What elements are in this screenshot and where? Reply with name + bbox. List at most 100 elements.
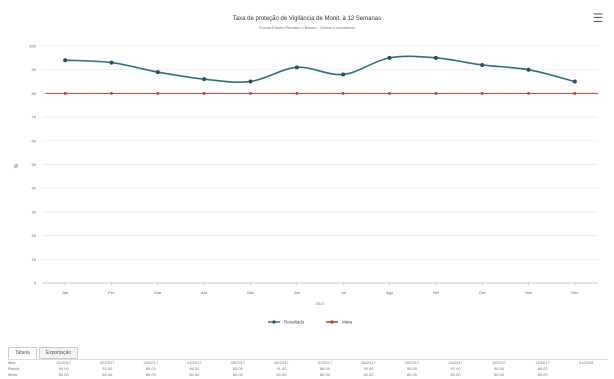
- table-header-cell: 03/2017: [143, 360, 159, 365]
- data-point-meta[interactable]: [295, 92, 299, 95]
- chart-container: Taxa de proteção de Vigilância de Monit.…: [14, 16, 598, 325]
- data-point-resultado[interactable]: [294, 65, 299, 70]
- table-row: Result. 94.00 93.00 89.00 86.00 85.00 91…: [8, 366, 608, 372]
- table-cell: 80.00: [58, 372, 69, 377]
- data-point-meta[interactable]: [480, 92, 484, 95]
- table-row: Meta 80.00 80.00 80.00 80.00 80.00 80.00…: [8, 372, 608, 378]
- legend-label: Meta: [342, 320, 353, 325]
- y-tick-label: 80: [32, 91, 37, 96]
- table-cell: 80.00: [450, 372, 461, 377]
- data-table: Mês 01/2017 02/2017 03/2017 04/2017 05/2…: [8, 359, 608, 378]
- data-point-resultado[interactable]: [433, 55, 438, 60]
- legend-marker[interactable]: [330, 320, 334, 324]
- y-tick-label: 100: [29, 44, 36, 49]
- data-point-resultado[interactable]: [202, 77, 207, 82]
- y-tick-label: 0: [34, 281, 37, 286]
- table-header-cell: 12/2017: [535, 360, 550, 365]
- data-point-resultado[interactable]: [480, 62, 485, 67]
- table-cell: 80.00: [232, 372, 243, 377]
- table-header-cell: Mês: [8, 360, 16, 365]
- x-tick-label: Nov: [525, 290, 532, 295]
- data-point-resultado[interactable]: [526, 67, 531, 72]
- line-chart: Taxa de proteção de Vigilância de Monit.…: [14, 16, 598, 325]
- data-point-resultado[interactable]: [155, 70, 160, 75]
- x-tick-label: Set: [433, 290, 440, 295]
- y-tick-label: 50: [32, 162, 37, 167]
- y-axis-label: %: [14, 163, 20, 168]
- series-line-resultado: [65, 55, 576, 84]
- table-header-cell: 05/2017: [230, 360, 246, 365]
- x-tick-label: Jun: [294, 290, 300, 295]
- table-cell: 85.00: [232, 366, 243, 371]
- x-tick-label: Out: [479, 290, 486, 295]
- data-point-resultado[interactable]: [109, 60, 114, 65]
- table-cell: 80.00: [494, 372, 505, 377]
- data-point-meta[interactable]: [249, 92, 252, 95]
- data-point-meta[interactable]: [202, 92, 206, 95]
- data-point-meta[interactable]: [573, 92, 577, 95]
- table-cell: 85.00: [537, 366, 548, 371]
- table-cell: 80.00: [319, 372, 330, 377]
- data-point-meta[interactable]: [527, 92, 530, 95]
- legend-label: Resultado: [284, 320, 305, 325]
- data-point-meta[interactable]: [110, 92, 113, 95]
- table-header-cell: 01/2018: [578, 360, 594, 365]
- tab-table[interactable]: Tabela: [8, 347, 37, 359]
- hamburger-menu-icon[interactable]: ☰: [592, 11, 604, 25]
- x-tick-label: Mar: [154, 290, 162, 295]
- table-cell: Result.: [8, 366, 21, 371]
- data-point-resultado[interactable]: [387, 55, 392, 60]
- data-point-resultado[interactable]: [341, 72, 346, 77]
- x-tick-label: Abr: [201, 290, 208, 295]
- table-cell: 80.00: [102, 372, 113, 377]
- y-tick-label: 30: [32, 209, 37, 214]
- table-header-cell: 08/2017: [361, 360, 376, 365]
- table-cell: 92.00: [450, 366, 461, 371]
- table-cell: 80.00: [363, 372, 374, 377]
- y-tick-label: 90: [32, 67, 37, 72]
- y-tick-label: 70: [32, 115, 37, 120]
- x-tick-label: Ago: [386, 290, 394, 295]
- table-cell: 80.00: [276, 372, 287, 377]
- y-tick-label: 20: [32, 233, 37, 238]
- data-point-meta[interactable]: [434, 92, 438, 95]
- tab-export[interactable]: Exportação: [38, 347, 79, 359]
- table-cell: 94.00: [58, 366, 69, 371]
- table-cell: [564, 372, 608, 378]
- chart-title: Taxa de proteção de Vigilância de Monit.…: [233, 16, 381, 22]
- table-cell: 80.00: [189, 372, 200, 377]
- data-point-resultado[interactable]: [248, 79, 253, 84]
- x-axis-label: 2017: [316, 301, 326, 306]
- table-header-cell: 01/2017: [56, 360, 71, 365]
- table-header-cell: 06/2017: [274, 360, 289, 365]
- table-cell: 90.00: [494, 366, 505, 371]
- table-cell: 80.00: [537, 372, 548, 377]
- table-cell: 88.00: [319, 366, 330, 371]
- table-header-cell: 11/2017: [491, 360, 507, 365]
- data-point-resultado[interactable]: [572, 79, 577, 84]
- table-cell: 91.00: [276, 366, 287, 371]
- y-tick-label: 10: [32, 257, 37, 262]
- table-header-cell: 10/2017: [448, 360, 463, 365]
- table-cell: 95.00: [407, 366, 418, 371]
- y-tick-label: 60: [32, 138, 37, 143]
- x-tick-label: Jul: [341, 290, 346, 295]
- table-header-cell: 04/2017: [187, 360, 202, 365]
- data-point-resultado[interactable]: [63, 58, 68, 63]
- table-cell: 86.00: [189, 366, 200, 371]
- y-tick-label: 40: [32, 186, 37, 191]
- data-point-meta[interactable]: [341, 92, 345, 95]
- chart-subtitle: Escola Ensino Primário e Básico - Dados …: [259, 25, 355, 30]
- x-tick-label: Jan: [62, 290, 68, 295]
- tab-bar: Tabela Exportação: [8, 347, 79, 359]
- table-cell: 80.00: [407, 372, 418, 377]
- data-point-meta[interactable]: [156, 92, 160, 95]
- legend-marker[interactable]: [272, 320, 276, 324]
- table-header-row: Mês 01/2017 02/2017 03/2017 04/2017 05/2…: [8, 360, 608, 366]
- data-point-meta[interactable]: [388, 92, 391, 95]
- x-tick-label: Mai: [247, 290, 254, 295]
- table-cell: Meta: [8, 372, 17, 377]
- table-cell: 93.00: [102, 366, 113, 371]
- table-header-cell: 02/2017: [100, 360, 115, 365]
- table-cell: 95.00: [363, 366, 374, 371]
